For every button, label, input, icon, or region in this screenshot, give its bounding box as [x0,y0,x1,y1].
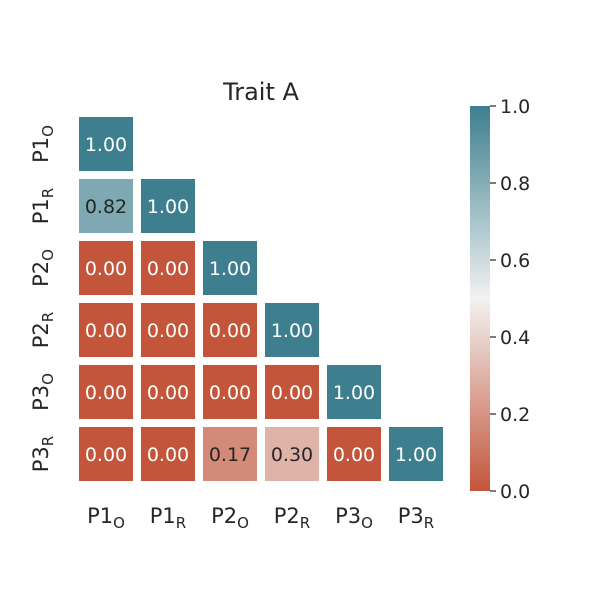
cell-value-label: 0.00 [147,444,189,466]
colorbar-tick-label: 0.8 [500,173,530,195]
cell-value-label: 0.00 [209,382,251,404]
y-tick-label: P2R [29,312,57,348]
cell-value-label: 0.82 [85,196,127,218]
colorbar-tick-label: 0.6 [500,250,530,272]
y-tick-label: P2O [29,249,57,287]
colorbar-tick-label: 0.4 [500,327,530,349]
heatmap-cell-r4-c2 [203,365,257,419]
x-tick-label: P3O [335,504,373,532]
heatmap-cell-r5-c5 [389,427,443,481]
heatmap-cell-r4-c3 [265,365,319,419]
heatmap-cell-r4-c0 [79,365,133,419]
heatmap-cell-r3-c3 [265,303,319,357]
x-axis-labels: P1O P1R P2O P2R P3O P3R [87,504,434,532]
cell-value-label: 0.00 [209,320,251,342]
colorbar-tick-label: 0.0 [500,481,530,503]
y-tick-label: P1O [29,125,57,163]
heatmap-cell-r4-c4 [327,365,381,419]
x-tick-label: P1O [87,504,125,532]
y-tick-label: P1R [29,188,57,224]
cell-value-label: 0.00 [85,320,127,342]
x-tick-label: P1R [150,504,186,532]
heatmap-cell-r5-c0 [79,427,133,481]
cell-value-label: 0.00 [333,444,375,466]
heatmap-cell-r3-c1 [141,303,195,357]
colorbar-tick-label: 1.0 [500,96,530,118]
y-tick-label: P3R [29,436,57,472]
chart-title: Trait A [222,78,299,106]
heatmap-cell-r0-c0 [79,117,133,171]
heatmap-cell-r5-c1 [141,427,195,481]
cell-value-label: 1.00 [85,134,127,156]
colorbar-gradient [470,106,490,491]
x-tick-label: P2R [274,504,310,532]
heatmap-cell-r3-c0 [79,303,133,357]
heatmap-cell-r1-c1 [141,179,195,233]
cell-value-label: 0.17 [209,444,251,466]
heatmap-cell-r2-c1 [141,241,195,295]
colorbar: 0.0 0.2 0.4 0.6 0.8 1.0 [470,96,530,503]
heatmap-cells: 1.00 0.82 1.00 0.00 0.00 1.00 0.00 0.00 0.00 1.00… [79,117,443,481]
cell-value-label: 1.00 [333,382,375,404]
cell-value-label: 0.00 [85,382,127,404]
cell-value-label: 1.00 [395,444,437,466]
colorbar-tick-label: 0.2 [500,404,530,426]
heatmap-cell-r4-c1 [141,365,195,419]
cell-value-label: 0.00 [147,382,189,404]
x-tick-label: P3R [398,504,434,532]
heatmap-cell-r2-c0 [79,241,133,295]
y-axis-labels: P1O P1R P2O P2R P3O P3R [29,125,57,472]
cell-value-label: 0.00 [85,444,127,466]
heatmap-cell-r5-c4 [327,427,381,481]
heatmap-cell-r3-c2 [203,303,257,357]
cell-value-label: 0.00 [147,320,189,342]
heatmap-cell-r2-c2 [203,241,257,295]
cell-value-label: 1.00 [209,258,251,280]
heatmap-cell-r1-c0 [79,179,133,233]
heatmap-cell-r5-c2 [203,427,257,481]
cell-value-label: 0.00 [85,258,127,280]
cell-value-label: 0.00 [271,382,313,404]
cell-value-label: 1.00 [271,320,313,342]
x-tick-label: P2O [211,504,249,532]
heatmap-cell-r5-c3 [265,427,319,481]
cell-value-label: 1.00 [147,196,189,218]
cell-value-label: 0.00 [147,258,189,280]
y-tick-label: P3O [29,373,57,411]
cell-value-label: 0.30 [271,444,313,466]
